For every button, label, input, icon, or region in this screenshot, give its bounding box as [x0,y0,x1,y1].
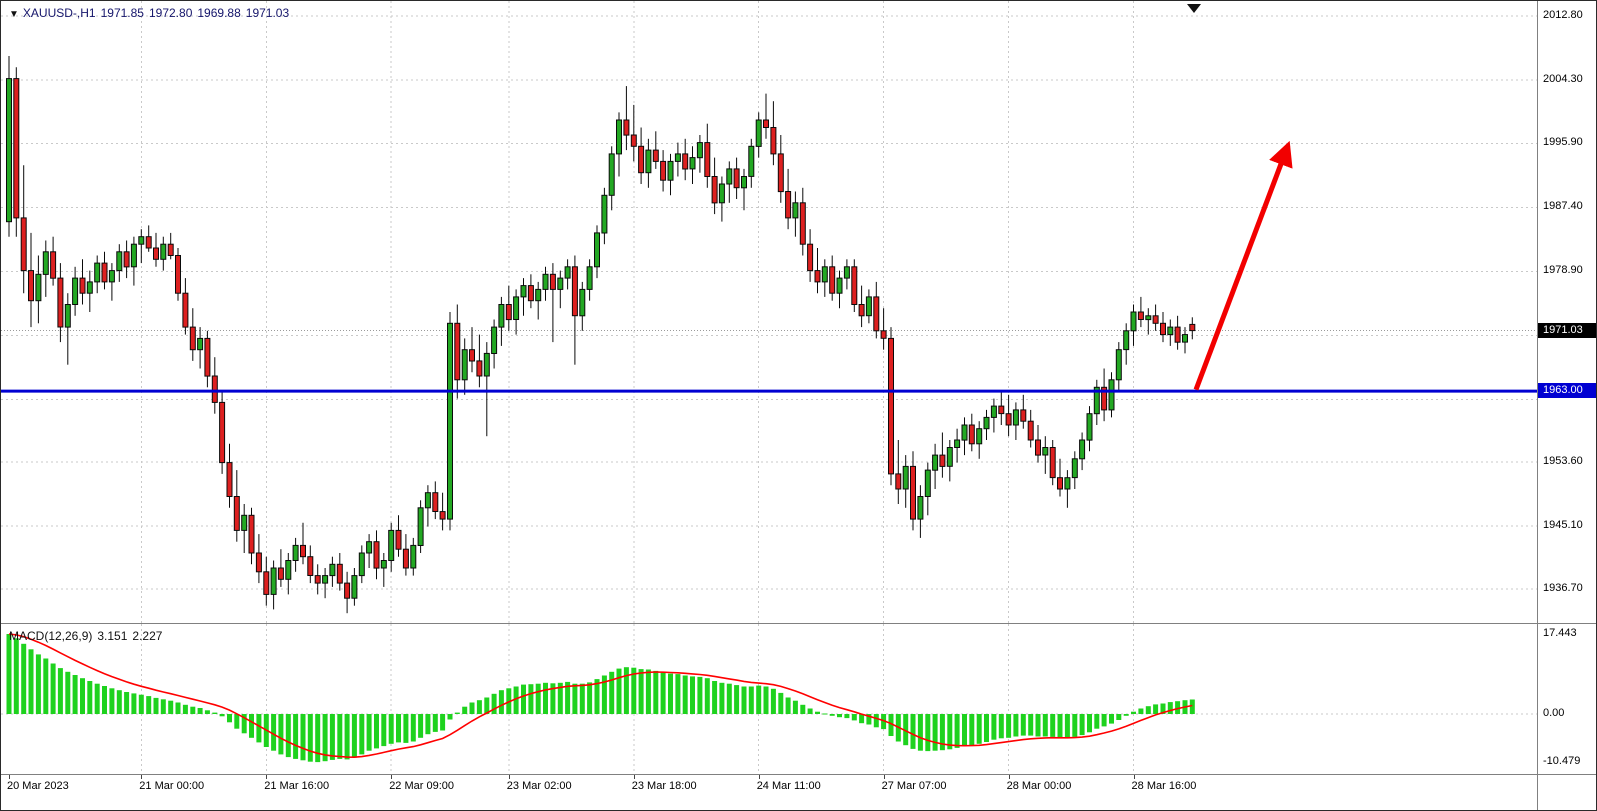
macd-name: MACD(12,26,9) [9,629,93,643]
time-axis-tick [391,775,393,779]
vertical-gridlines [140,1,1135,623]
time-axis-tick [508,775,510,779]
time-axis-label: 23 Mar 02:00 [506,780,572,792]
symbol-timeframe-label: XAUUSD-,H1 [22,6,96,20]
macd-label: MACD(12,26,9) 3.151 2.227 [9,629,167,643]
price-axis[interactable]: 1971.03 1963.00 2012.80 2004.30 1995.90 198… [1537,1,1596,623]
time-axis-label: 20 Mar 2023 [7,780,69,792]
price-axis-label: 1978.90 [1543,264,1583,277]
price-axis-label: 2012.80 [1543,9,1583,22]
macd-axis-label: 0.00 [1543,707,1565,719]
time-axis-label: 27 Mar 07:00 [881,780,947,792]
time-axis-tick [141,775,143,779]
ohlc-low-value: 1969.88 [197,6,241,20]
current-price-badge: 1971.03 [1538,322,1596,338]
time-axis-label: 28 Mar 00:00 [1006,780,1072,792]
symbol-marker-icon: ▼ [9,9,19,20]
time-axis-tick [9,775,10,779]
time-axis-label: 23 Mar 18:00 [631,780,697,792]
time-axis[interactable]: 20 Mar 2023 21 Mar 00:00 21 Mar 16:00 22 Ma… [1,774,1537,810]
bar-marker-triangle-icon [1187,4,1201,13]
price-chart-panel[interactable]: ▼ XAUUSD-,H1 1971.85 1972.80 1969.88 1971.03 [1,1,1537,623]
chart-title: ▼ XAUUSD-,H1 1971.85 1972.80 1969.88 1971.03 [9,6,294,20]
macd-main-value: 3.151 [97,629,128,643]
time-axis-label: 24 Mar 11:00 [756,780,821,792]
macd-histogram [6,634,1195,763]
price-axis-label: 1995.90 [1543,136,1583,149]
macd-panel[interactable]: MACD(12,26,9) 3.151 2.227 [1,623,1537,774]
time-axis-tick [1133,775,1135,779]
trend-arrow-object[interactable] [1193,140,1293,391]
time-axis-tick [883,775,885,779]
time-axis-tick [1008,775,1010,779]
time-axis-label: 21 Mar 00:00 [139,780,205,792]
ohlc-high-value: 1972.80 [148,6,193,20]
candlesticks [6,56,1196,614]
time-axis-label: 22 Mar 09:00 [389,780,455,792]
price-chart-canvas[interactable] [1,1,1537,623]
macd-signal-value: 2.227 [132,629,163,643]
time-axis-tick [266,775,268,779]
price-axis-label: 2004.30 [1543,73,1583,86]
time-axis-label: 28 Mar 16:00 [1131,780,1197,792]
macd-axis[interactable]: 17.443 0.00 -10.479 [1537,623,1596,774]
ohlc-close-value: 1971.03 [245,6,290,20]
price-axis-label: 1945.10 [1543,518,1583,531]
macd-canvas[interactable] [1,624,1537,774]
time-axis-tick [633,775,635,779]
time-axis-label: 21 Mar 16:00 [264,780,330,792]
hline-price-badge: 1963.00 [1538,383,1596,399]
price-axis-label: 1953.60 [1543,454,1583,467]
axis-corner [1537,774,1596,810]
ohlc-open-value: 1971.85 [100,6,144,20]
horizontal-gridlines [1,15,1537,590]
macd-axis-label: 17.443 [1543,627,1577,639]
macd-signal-line [8,633,1193,759]
macd-axis-label: -10.479 [1543,755,1581,768]
price-axis-label: 1987.40 [1543,200,1583,213]
time-axis-tick [758,775,760,779]
price-axis-label: 1936.70 [1543,582,1583,595]
